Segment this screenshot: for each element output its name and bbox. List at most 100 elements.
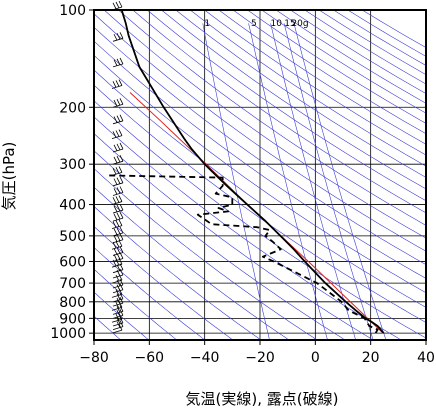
wind-barb-flag — [112, 241, 117, 249]
x-tick-label: 20 — [362, 350, 380, 366]
wind-barb — [111, 219, 123, 230]
dry-adiabat-line — [94, 100, 426, 339]
dry-adiabat-line — [175, 10, 426, 178]
y-tick-label: 500 — [59, 229, 86, 245]
wind-barb-flag — [116, 279, 121, 287]
x-axis: −80 −60 −40 −20 0 20 40 — [79, 340, 435, 366]
dry-adiabat-line — [94, 26, 426, 266]
wind-barb-flag — [116, 293, 121, 300]
wind-barb-staff — [112, 182, 124, 187]
wind-barb-profile — [111, 0, 124, 334]
wind-barb-flag — [112, 197, 117, 204]
dry-adiabat-line — [118, 10, 426, 226]
wind-barb-flag — [116, 187, 121, 194]
y-tick-label: 800 — [59, 295, 86, 311]
wind-barb-flag — [119, 114, 124, 121]
reference-line — [129, 92, 384, 334]
wind-barb — [112, 309, 124, 319]
mixing-ratio-line — [293, 23, 387, 340]
wind-barb-staff — [112, 209, 124, 214]
dry-adiabat-line — [218, 10, 426, 145]
wind-barb-flag — [118, 240, 123, 247]
wind-barb — [112, 233, 124, 244]
y-axis-title: 気圧(hPa) — [0, 142, 18, 211]
wind-barb-flag — [113, 188, 118, 195]
wind-barb-staff — [112, 232, 124, 237]
wind-barb-flag — [118, 79, 123, 86]
y-tick-label: 600 — [59, 254, 86, 270]
wind-barb — [112, 98, 124, 108]
wind-barb-staff — [112, 326, 124, 330]
wind-barb — [111, 240, 123, 250]
dry-adiabat-line — [94, 168, 318, 340]
wind-barb-flag — [113, 228, 118, 235]
dry-adiabat-line — [147, 10, 426, 202]
wind-barb-flag — [113, 178, 118, 185]
wind-barb-flag — [119, 296, 124, 304]
wind-barb-flag — [116, 310, 121, 317]
wind-barb-flag — [113, 156, 118, 164]
dry-adiabat-line — [94, 84, 426, 323]
wind-barb — [112, 155, 124, 165]
wind-barb-flag — [118, 0, 123, 8]
wind-barb-flag — [119, 233, 124, 240]
wind-barb-staff — [112, 63, 124, 68]
wind-barb — [112, 114, 124, 125]
wind-barb-flag — [115, 80, 120, 87]
dewpoint-profile-line — [107, 174, 379, 334]
wind-barb-flag — [119, 98, 124, 105]
wind-barb-flag — [116, 33, 121, 40]
wind-barb-staff — [111, 225, 123, 230]
wind-barb-staff — [111, 135, 123, 139]
wind-barb — [111, 195, 123, 205]
wind-barb-staff — [111, 293, 123, 298]
wind-barb-flag — [116, 234, 121, 241]
profile-series — [107, 10, 385, 334]
wind-barb-staff — [111, 245, 123, 250]
dry-adiabat-line — [204, 10, 426, 156]
wind-barb-flag — [116, 297, 121, 305]
y-tick-label: 1000 — [50, 326, 86, 342]
wind-barb-staff — [111, 329, 123, 334]
dry-adiabat-line — [161, 10, 426, 190]
dry-adiabat-line — [94, 291, 149, 340]
wind-barb — [112, 32, 124, 42]
wind-barb-staff — [112, 269, 124, 274]
wind-barb — [112, 203, 124, 214]
wind-barb-flag — [116, 247, 121, 254]
y-tick-label: 400 — [59, 198, 86, 214]
wind-barb-flag — [113, 235, 118, 242]
dry-adiabat-line — [104, 10, 426, 239]
wind-barb-flag — [118, 166, 123, 173]
wind-barb-staff — [112, 252, 124, 256]
wind-barb — [112, 226, 124, 237]
wind-barb-flag — [119, 226, 124, 234]
wind-barb-staff — [112, 311, 124, 315]
wind-barb-flag — [116, 155, 121, 163]
wind-barb-flag — [119, 32, 124, 39]
dry-adiabat-line — [94, 186, 290, 340]
wind-barb — [112, 316, 124, 327]
mixing-ratio-label: 20g — [291, 19, 308, 29]
wind-barb-flag — [113, 205, 118, 213]
wind-barb — [112, 186, 124, 196]
wind-barb-flag — [118, 219, 123, 226]
wind-barb-flag — [119, 305, 124, 312]
wind-barb-flag — [119, 211, 124, 219]
mixing-ratio-line — [270, 23, 356, 340]
wind-barb-staff — [111, 201, 123, 205]
wind-barb-flag — [119, 316, 124, 324]
x-tick-label: 0 — [311, 350, 320, 366]
wind-barb — [112, 278, 124, 289]
mixing-ratio-line — [202, 23, 270, 340]
mixing-ratio-label: 10 — [270, 19, 282, 29]
wind-barb-flag — [115, 302, 120, 309]
wind-barb — [112, 211, 124, 222]
dry-adiabat-line — [94, 133, 374, 340]
wind-barb — [112, 142, 124, 153]
wind-barb-staff — [112, 148, 124, 153]
wind-barb-flag — [115, 167, 120, 174]
